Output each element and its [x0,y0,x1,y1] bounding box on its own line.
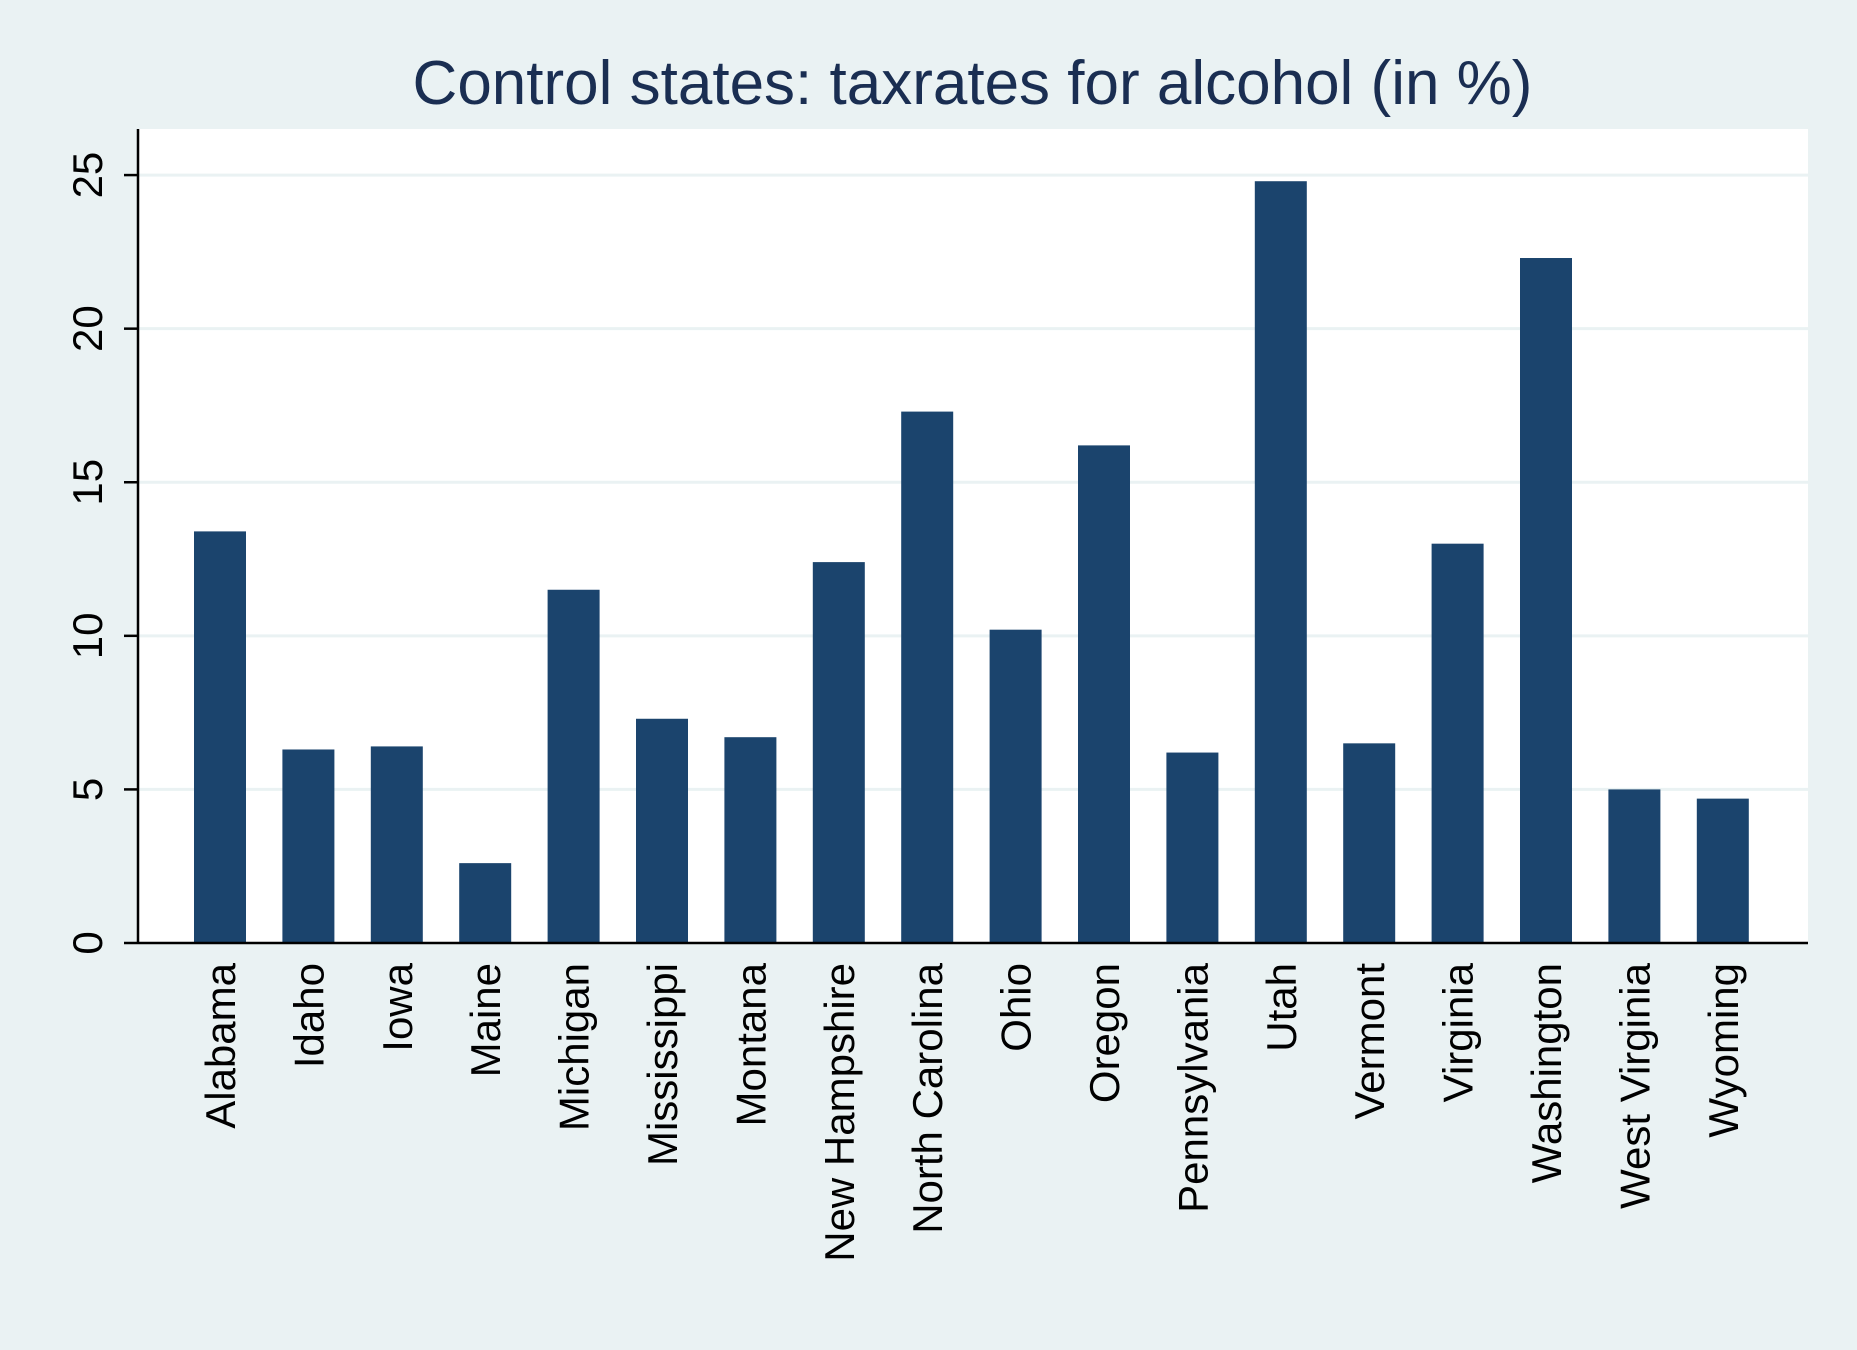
bar-montana [724,737,777,943]
bar-new-hampshire [812,562,865,943]
bar-wyoming [1696,798,1749,943]
bar-oregon [1078,445,1130,943]
x-tick-label-virginia: Virginia [1435,962,1482,1102]
y-tick-label-5: 5 [64,778,111,801]
x-tick-label-mississippi: Mississippi [639,963,686,1166]
x-tick-label-ohio: Ohio [993,963,1040,1052]
x-tick-label-montana: Montana [727,962,774,1126]
x-tick-label-maine: Maine [462,963,509,1077]
bar-vermont [1343,743,1396,943]
x-tick-label-michigan: Michigan [551,963,598,1131]
bar-michigan [547,589,600,943]
x-tick-label-alabama: Alabama [197,962,244,1128]
bar-north-carolina [901,411,954,944]
x-tick-label-vermont: Vermont [1346,963,1393,1120]
x-tick-label-new-hampshire: New Hampshire [816,963,863,1262]
bar-virginia [1431,543,1484,943]
y-tick-label-10: 10 [64,612,111,659]
bar-pennsylvania [1166,752,1219,943]
bar-idaho [282,749,335,943]
x-tick-label-west-virginia: West Virginia [1611,962,1658,1209]
y-tick-label-0: 0 [64,931,111,954]
y-tick-label-25: 25 [64,152,111,199]
bar-utah [1254,181,1307,943]
y-tick-label-20: 20 [64,305,111,352]
x-tick-label-iowa: Iowa [374,962,421,1051]
bar-washington [1520,258,1572,943]
x-tick-label-idaho: Idaho [285,963,332,1068]
y-tick-label-15: 15 [64,459,111,506]
bar-iowa [370,746,423,943]
bar-west-virginia [1608,789,1661,943]
x-tick-label-wyoming: Wyoming [1700,963,1747,1138]
x-tick-label-pennsylvania: Pennsylvania [1169,962,1216,1212]
chart-title: Control states: taxrates for alcohol (in… [412,49,1533,118]
bar-alabama [194,531,246,943]
bar-ohio [989,629,1042,943]
x-tick-label-oregon: Oregon [1081,963,1128,1103]
x-tick-label-washington: Washington [1523,963,1570,1183]
bar-mississippi [636,718,688,943]
x-tick-label-north-carolina: North Carolina [904,962,951,1233]
bar-maine [459,863,512,943]
x-tick-label-utah: Utah [1258,963,1305,1052]
